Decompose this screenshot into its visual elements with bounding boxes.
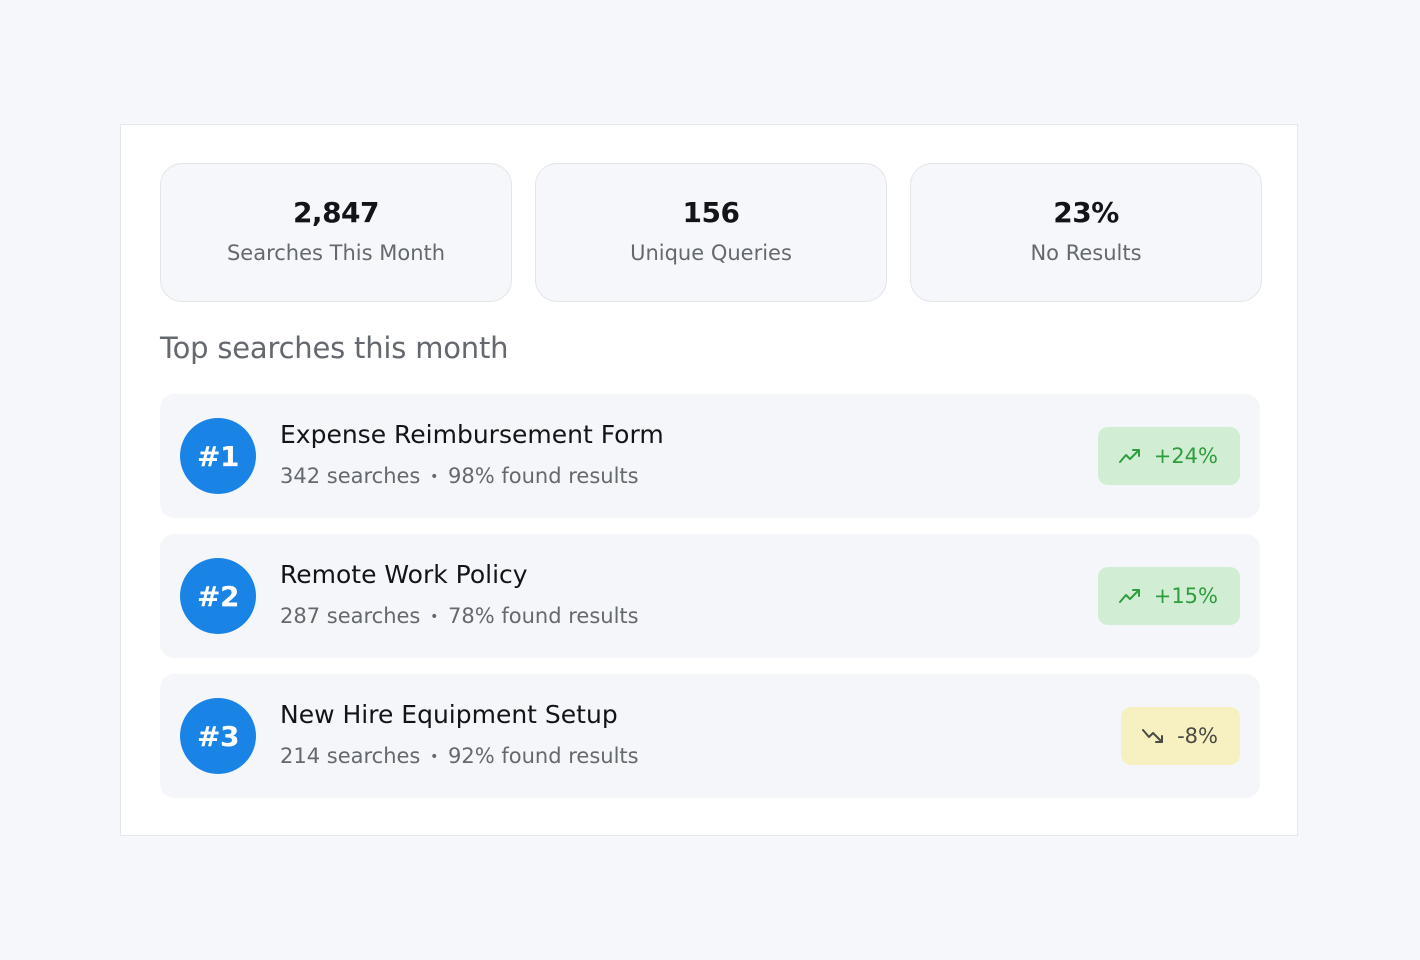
search-title: Expense Reimbursement Form	[280, 420, 664, 449]
search-row-3[interactable]: #3 New Hire Equipment Setup 214 searches…	[160, 674, 1260, 798]
search-title: New Hire Equipment Setup	[280, 700, 618, 729]
trending-down-icon	[1141, 727, 1165, 745]
top-searches-list: #1 Expense Reimbursement Form 342 search…	[160, 394, 1260, 814]
search-meta: 342 searches • 98% found results	[280, 464, 639, 488]
rank-badge: #1	[180, 418, 256, 494]
stat-label: No Results	[1030, 240, 1142, 265]
stats-row: 2,847 Searches This Month 156 Unique Que…	[160, 163, 1262, 302]
stat-value: 23%	[1053, 195, 1119, 229]
trend-badge: +24%	[1097, 427, 1240, 485]
trend-value: +15%	[1153, 584, 1218, 608]
found-rate: 98% found results	[448, 464, 639, 488]
meta-separator: •	[430, 469, 439, 485]
search-analytics-panel: 2,847 Searches This Month 156 Unique Que…	[120, 124, 1298, 836]
stat-value: 156	[682, 195, 740, 229]
rank-badge: #3	[180, 698, 256, 774]
stat-card-no-results: 23% No Results	[910, 163, 1262, 302]
meta-separator: •	[430, 749, 439, 765]
search-title: Remote Work Policy	[280, 560, 528, 589]
stat-card-searches-this-month: 2,847 Searches This Month	[160, 163, 512, 302]
trending-up-icon	[1118, 447, 1142, 465]
section-title: Top searches this month	[160, 331, 509, 365]
trend-badge: +15%	[1097, 567, 1240, 625]
rank-badge: #2	[180, 558, 256, 634]
search-row-2[interactable]: #2 Remote Work Policy 287 searches • 78%…	[160, 534, 1260, 658]
found-rate: 78% found results	[448, 604, 639, 628]
trending-up-icon	[1118, 587, 1142, 605]
meta-separator: •	[430, 609, 439, 625]
stat-card-unique-queries: 156 Unique Queries	[535, 163, 887, 302]
stat-label: Searches This Month	[226, 240, 446, 265]
search-row-1[interactable]: #1 Expense Reimbursement Form 342 search…	[160, 394, 1260, 518]
trend-value: +24%	[1153, 444, 1218, 468]
search-count: 214 searches	[280, 744, 421, 768]
stat-label: Unique Queries	[630, 240, 792, 265]
search-count: 287 searches	[280, 604, 421, 628]
trend-value: -8%	[1177, 724, 1218, 748]
search-meta: 214 searches • 92% found results	[280, 744, 639, 768]
search-meta: 287 searches • 78% found results	[280, 604, 639, 628]
trend-badge: -8%	[1121, 707, 1240, 765]
stat-value: 2,847	[292, 195, 380, 229]
found-rate: 92% found results	[448, 744, 639, 768]
search-count: 342 searches	[280, 464, 421, 488]
